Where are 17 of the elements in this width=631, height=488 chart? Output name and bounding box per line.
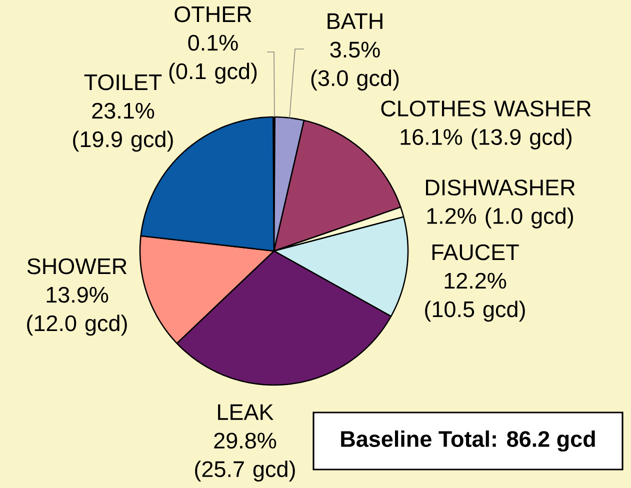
data-label: 1.2% (1.0 gcd) — [427, 207, 573, 228]
data-label: 12.2% (10.5 gcd) — [425, 272, 525, 322]
slice-label: FAUCET — [432, 244, 519, 260]
data-label: 23.1% (19.9 gcd) — [73, 102, 173, 152]
slice-label: TOILET — [84, 74, 162, 90]
slice-label: LEAK — [218, 404, 274, 420]
slice-label: SHOWER — [27, 258, 127, 274]
slice-label: BATH — [328, 13, 382, 29]
slice-label: OTHER — [174, 6, 252, 22]
data-label: 29.8% (25.7 gcd) — [195, 432, 295, 482]
slice-label: DISHWASHER — [426, 180, 575, 196]
data-label: 16.1% (13.9 gcd) — [400, 128, 572, 150]
data-label: 13.9% (12.0 gcd) — [27, 286, 127, 336]
data-label: 0.1% (0.1 gcd) — [169, 34, 257, 84]
data-label: 3.5% (3.0 gcd) — [311, 42, 399, 91]
slice-label: CLOTHES WASHER — [381, 100, 591, 116]
text: Baseline Total: 86.2 gcd — [341, 430, 595, 452]
